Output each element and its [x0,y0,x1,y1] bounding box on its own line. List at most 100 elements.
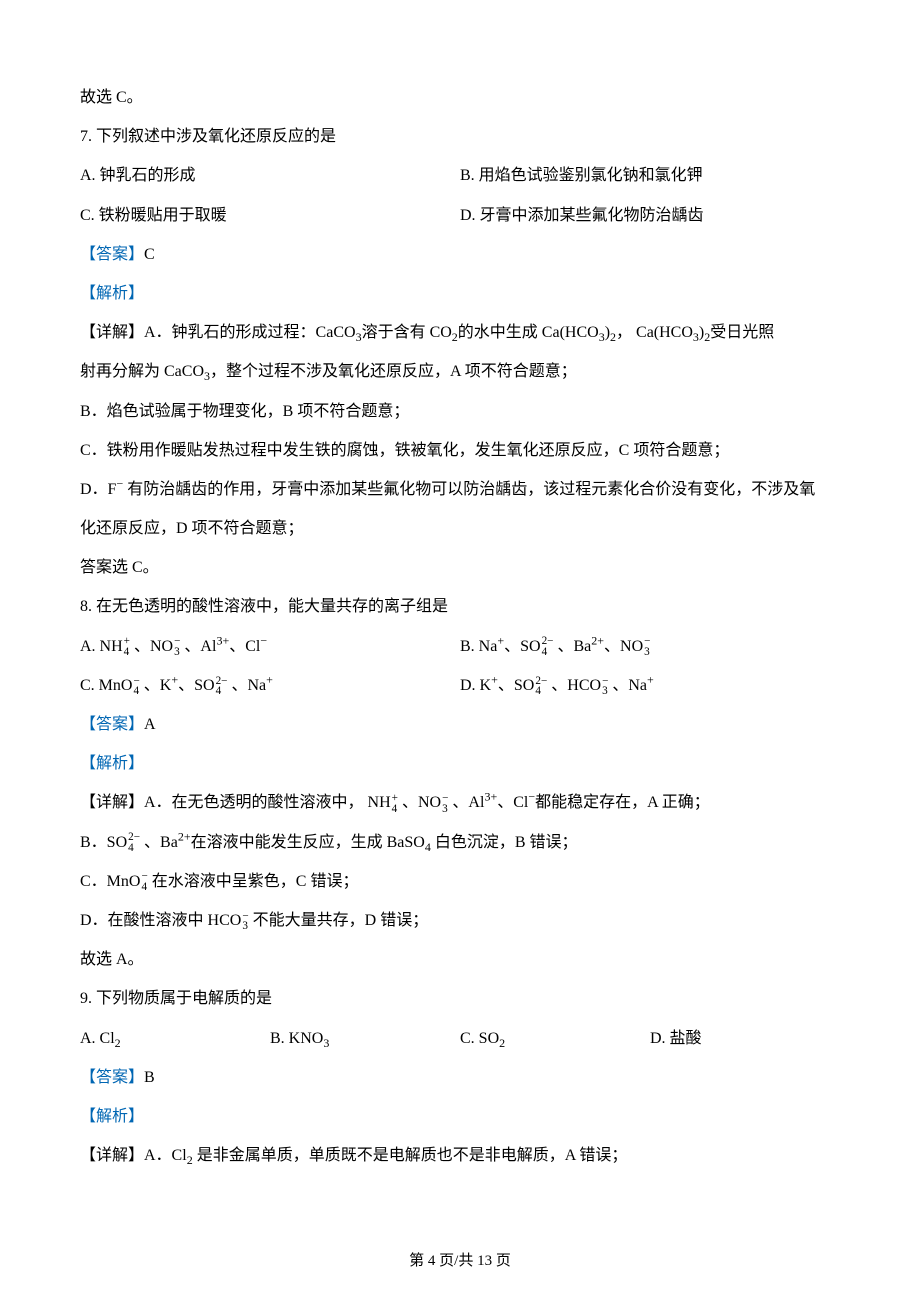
supsub: 2−4 [542,636,554,657]
q7-detail-b: B．焰色试验属于物理变化，B 项不符合题意； [80,394,840,429]
text: 、Al [180,638,216,655]
q8-option-b: B. Na+、SO2−4 、Ba2+、NO−3 [460,629,840,664]
text: 溶于含有 CO [362,324,452,341]
q7-answer: 【答案】C [80,237,840,272]
text: 、HCO [547,677,601,694]
q7-options-row2: C. 铁粉暖贴用于取暖 D. 牙膏中添加某些氟化物防治龋齿 [80,198,840,233]
answer-label: 【答案】 [80,1069,144,1086]
q8-analysis-label: 【解析】 [80,746,840,781]
q8-options-row2: C. MnO−4 、K+、SO2−4 、Na+ D. K+、SO2−4 、HCO… [80,668,840,703]
text: 受日光照 [710,324,774,341]
sup: + [491,672,498,686]
text: B. KNO [270,1030,323,1047]
q8-detail-c: C．MnO−4 在水溶液中呈紫色，C 错误； [80,864,840,899]
text: 、Na [227,677,266,694]
q8-detail-d: D．在酸性溶液中 HCO−3 不能大量共存，D 错误； [80,903,840,938]
text: 白色沉淀，B 错误； [431,834,578,851]
text: 射再分解为 CaCO [80,363,204,380]
q9-stem: 9. 下列物质属于电解质的是 [80,981,840,1016]
answer-value: B [144,1069,155,1086]
text: 【详解】A．在无色透明的酸性溶液中， NH [80,794,391,811]
q8-option-a: A. NH+4 、NO−3 、Al3+、Cl− [80,629,460,664]
supsub: −3 [644,636,650,657]
q8-detail-b: B．SO2−4 、Ba2+在溶液中能发生反应，生成 BaSO4 白色沉淀，B 错… [80,825,840,860]
text: D. K [460,677,491,694]
sub: 2 [115,1036,121,1050]
page-footer: 第 4 页/共 13 页 [0,1245,920,1278]
text: 【详解】A．钟乳石的形成过程：CaCO [80,324,356,341]
q7-detail-a-line1: 【详解】A．钟乳石的形成过程：CaCO3溶于含有 CO2的水中生成 Ca(HCO… [80,315,840,350]
text: ， Ca(HCO [616,324,693,341]
supsub: 2−4 [216,676,228,697]
text: 、Al [448,794,484,811]
q9-option-d: D. 盐酸 [650,1021,840,1056]
sup: 2+ [591,633,604,647]
q7-option-d: D. 牙膏中添加某些氟化物防治龋齿 [460,198,840,233]
answer-label: 【答案】 [80,716,144,733]
q7-option-c: C. 铁粉暖贴用于取暖 [80,198,460,233]
q9-analysis-label: 【解析】 [80,1099,840,1134]
text: 、K [140,677,172,694]
text: D．F [80,481,116,498]
q7-detail-c: C．铁粉用作暖贴发热过程中发生铁的腐蚀，铁被氧化，发生氧化还原反应，C 项符合题… [80,433,840,468]
text: D．在酸性溶液中 HCO [80,912,241,929]
text: 、NO [604,638,643,655]
text: 【详解】A．Cl [80,1147,187,1164]
text: A. NH [80,638,123,655]
text: 都能稳定存在，A 正确； [535,794,710,811]
q9-answer: 【答案】B [80,1060,840,1095]
supsub: 2−4 [535,676,547,697]
q7-options-row1: A. 钟乳石的形成 B. 用焰色试验鉴别氯化钠和氯化钾 [80,158,840,193]
q9-option-c: C. SO2 [460,1021,650,1056]
q7-detail-d-line1: D．F− 有防治龋齿的作用，牙膏中添加某些氟化物可以防治龋齿，该过程元素化合价没… [80,472,840,507]
sup: 2+ [178,829,191,843]
text: 、NO [398,794,441,811]
text: 不能大量共存，D 错误； [249,912,429,929]
text: A. Cl [80,1030,115,1047]
sup: 3+ [484,790,497,804]
text: C. SO [460,1030,499,1047]
text: 、SO [504,638,540,655]
q8-option-d: D. K+、SO2−4 、HCO−3 、Na+ [460,668,840,703]
text: C. MnO [80,677,132,694]
q9-option-a: A. Cl2 [80,1021,270,1056]
q8-option-c: C. MnO−4 、K+、SO2−4 、Na+ [80,668,460,703]
text: B．SO [80,834,127,851]
q9-option-b: B. KNO3 [270,1021,460,1056]
text: 、Ba [553,638,591,655]
q8-detail-a: 【详解】A．在无色透明的酸性溶液中， NH+4 、NO−3 、Al3+、Cl−都… [80,785,840,820]
intro-line: 故选 C。 [80,80,840,115]
text: 、Cl [497,794,528,811]
q8-conclusion: 故选 A。 [80,942,840,977]
text: ，整个过程不涉及氧化还原反应，A 项不符合题意； [210,363,577,380]
q8-answer: 【答案】A [80,707,840,742]
q8-options-row1: A. NH+4 、NO−3 、Al3+、Cl− B. Na+、SO2−4 、Ba… [80,629,840,664]
text: 是非金属单质，单质既不是电解质也不是非电解质，A 错误； [193,1147,628,1164]
q7-option-b: B. 用焰色试验鉴别氯化钠和氯化钾 [460,158,840,193]
text: 、Ba [140,834,178,851]
q9-options-row: A. Cl2 B. KNO3 C. SO2 D. 盐酸 [80,1021,840,1056]
text: 有防治龋齿的作用，牙膏中添加某些氟化物可以防治龋齿，该过程元素化合价没有变化，不… [123,481,815,498]
text: 的水中生成 Ca(HCO [458,324,599,341]
q9-detail-a: 【详解】A．Cl2 是非金属单质，单质既不是电解质也不是非电解质，A 错误； [80,1138,840,1173]
q8-stem: 8. 在无色透明的酸性溶液中，能大量共存的离子组是 [80,589,840,624]
text: 、SO [498,677,534,694]
q7-analysis-label: 【解析】 [80,276,840,311]
supsub: 2−4 [128,832,140,853]
sub: 3 [323,1036,329,1050]
text: C．MnO [80,873,140,890]
sup: − [260,633,267,647]
text: 、Cl [229,638,260,655]
q7-option-a: A. 钟乳石的形成 [80,158,460,193]
q7-detail-d-line2: 化还原反应，D 项不符合题意； [80,511,840,546]
q7-conclusion: 答案选 C。 [80,550,840,585]
sup: + [266,672,273,686]
sup: + [647,672,654,686]
document-page: 故选 C。 7. 下列叙述中涉及氧化还原反应的是 A. 钟乳石的形成 B. 用焰… [0,0,920,1302]
q7-stem: 7. 下列叙述中涉及氧化还原反应的是 [80,119,840,154]
answer-value: C [144,246,155,263]
sub: 2 [499,1036,505,1050]
text: 在溶液中能发生反应，生成 BaSO [191,834,425,851]
sup: 3+ [216,633,229,647]
answer-value: A [144,716,156,733]
